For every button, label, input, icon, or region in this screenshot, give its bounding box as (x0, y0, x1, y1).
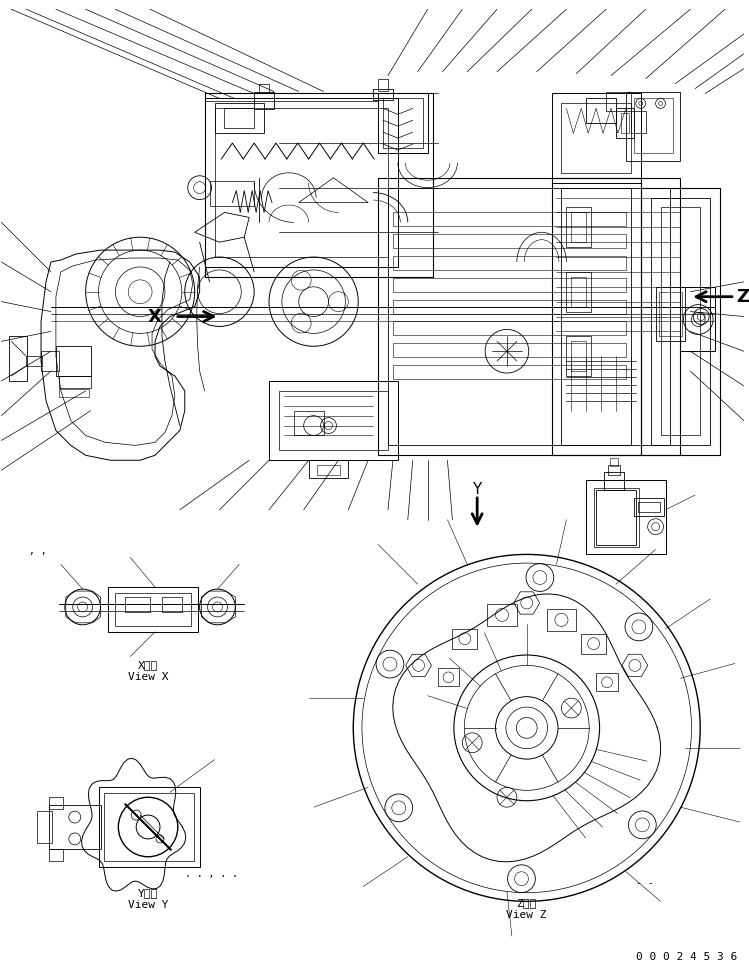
Bar (259, 84, 269, 94)
Bar (125, 597, 150, 612)
Bar (606, 92, 631, 111)
Bar (551, 94, 640, 183)
Bar (279, 391, 388, 450)
Bar (59, 376, 91, 388)
Text: X　視: X 視 (138, 660, 158, 670)
Bar (9, 336, 27, 381)
Bar (254, 92, 274, 109)
Bar (309, 460, 348, 478)
Bar (109, 587, 198, 632)
Bar (571, 341, 586, 371)
Bar (610, 458, 618, 466)
Bar (566, 272, 591, 312)
Text: X: X (148, 308, 162, 325)
Bar (680, 287, 715, 351)
Bar (317, 465, 340, 475)
Bar (608, 465, 620, 475)
Bar (393, 365, 626, 379)
Bar (214, 108, 388, 257)
Text: 0 0 0 2 4 5 3 6: 0 0 0 2 4 5 3 6 (636, 952, 737, 961)
Bar (115, 593, 191, 626)
Bar (378, 78, 388, 91)
Bar (651, 197, 710, 446)
Text: Y: Y (473, 483, 482, 497)
Bar (640, 188, 720, 455)
Bar (204, 99, 398, 267)
Text: Y　視: Y 視 (138, 888, 158, 899)
Bar (59, 389, 88, 397)
Bar (37, 811, 52, 843)
Bar (566, 207, 591, 247)
Bar (49, 849, 63, 861)
Bar (634, 498, 664, 516)
Bar (41, 351, 59, 371)
Bar (571, 276, 586, 307)
Text: View Z: View Z (506, 911, 547, 920)
Bar (621, 113, 629, 133)
Text: View Y: View Y (128, 900, 169, 911)
Bar (487, 604, 517, 626)
Bar (562, 104, 631, 173)
Bar (393, 321, 626, 335)
Bar (210, 181, 254, 205)
Bar (378, 178, 640, 455)
Bar (294, 410, 324, 436)
Bar (225, 108, 254, 128)
Bar (49, 797, 63, 809)
Bar (373, 89, 393, 101)
Bar (26, 357, 42, 366)
Bar (571, 212, 586, 242)
Bar (269, 381, 398, 460)
Bar (566, 336, 591, 376)
Bar (204, 94, 433, 276)
Bar (596, 490, 636, 544)
Bar (586, 480, 666, 554)
Bar (604, 472, 624, 490)
Bar (581, 634, 606, 654)
Bar (383, 99, 422, 148)
Bar (49, 805, 100, 849)
Bar (631, 111, 646, 133)
Text: . . , . .: . . , . . (185, 869, 237, 878)
Bar (626, 92, 680, 161)
Bar (452, 629, 477, 649)
Bar (655, 287, 685, 341)
Text: Z　視: Z 視 (517, 898, 537, 909)
Text: View X: View X (128, 672, 169, 682)
Bar (616, 108, 634, 138)
Bar (562, 188, 670, 446)
Bar (393, 234, 626, 248)
Bar (586, 99, 616, 123)
Text: - -: - - (636, 878, 653, 888)
Bar (162, 597, 182, 612)
Bar (551, 178, 680, 455)
Bar (214, 104, 264, 133)
Bar (378, 94, 428, 153)
Bar (596, 673, 618, 691)
Bar (56, 346, 91, 376)
Bar (637, 502, 660, 512)
Bar (393, 343, 626, 358)
Text: , ,: , , (29, 546, 46, 557)
Text: Z: Z (736, 287, 749, 306)
Bar (99, 787, 200, 867)
Bar (388, 188, 631, 446)
Bar (547, 609, 576, 631)
Bar (393, 212, 626, 227)
Bar (393, 277, 626, 292)
Bar (658, 292, 682, 336)
Bar (634, 99, 673, 153)
Bar (393, 256, 626, 270)
Bar (393, 300, 626, 314)
Bar (661, 207, 700, 436)
Bar (104, 793, 194, 861)
Bar (594, 488, 639, 547)
Bar (437, 668, 459, 686)
